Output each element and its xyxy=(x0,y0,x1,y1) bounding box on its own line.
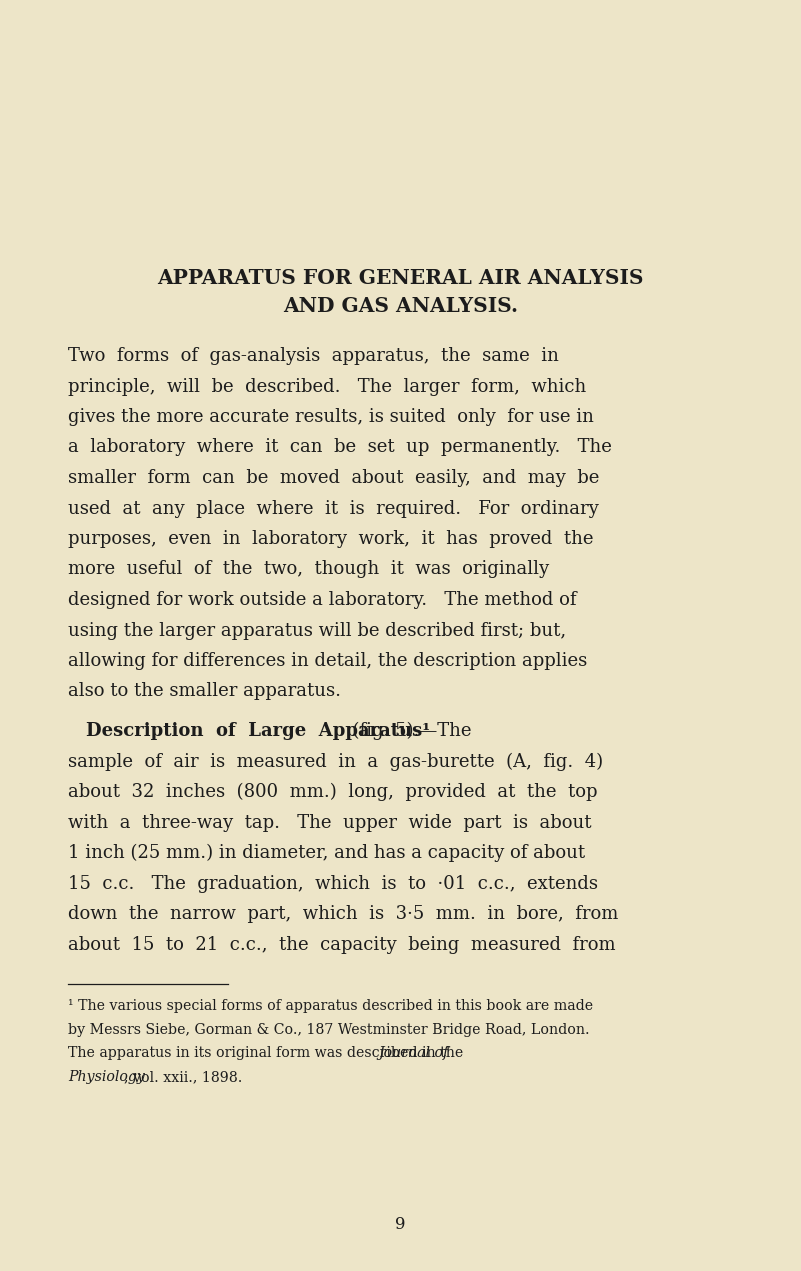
Text: purposes,  even  in  laboratory  work,  it  has  proved  the: purposes, even in laboratory work, it ha… xyxy=(68,530,594,548)
Text: a  laboratory  where  it  can  be  set  up  permanently.   The: a laboratory where it can be set up perm… xyxy=(68,438,612,456)
Text: gives the more accurate results, is suited  only  for use in: gives the more accurate results, is suit… xyxy=(68,408,594,426)
Text: also to the smaller apparatus.: also to the smaller apparatus. xyxy=(68,683,341,700)
Text: designed for work outside a laboratory.   The method of: designed for work outside a laboratory. … xyxy=(68,591,577,609)
Text: AND GAS ANALYSIS.: AND GAS ANALYSIS. xyxy=(283,296,518,316)
Text: ¹ The various special forms of apparatus described in this book are made: ¹ The various special forms of apparatus… xyxy=(68,999,593,1013)
Text: The apparatus in its original form was described in the: The apparatus in its original form was d… xyxy=(68,1046,468,1060)
Text: about  32  inches  (800  mm.)  long,  provided  at  the  top: about 32 inches (800 mm.) long, provided… xyxy=(68,783,598,802)
Text: principle,  will  be  described.   The  larger  form,  which: principle, will be described. The larger… xyxy=(68,377,586,395)
Text: with  a  three-way  tap.   The  upper  wide  part  is  about: with a three-way tap. The upper wide par… xyxy=(68,813,591,831)
Text: down  the  narrow  part,  which  is  3·5  mm.  in  bore,  from: down the narrow part, which is 3·5 mm. i… xyxy=(68,905,618,923)
Text: Description  of  Large  Apparatus¹: Description of Large Apparatus¹ xyxy=(86,722,430,740)
Text: more  useful  of  the  two,  though  it  was  originally: more useful of the two, though it was or… xyxy=(68,561,549,578)
Text: Physiology: Physiology xyxy=(68,1070,145,1084)
Text: Journal of: Journal of xyxy=(379,1046,449,1060)
Text: smaller  form  can  be  moved  about  easily,  and  may  be: smaller form can be moved about easily, … xyxy=(68,469,599,487)
Text: used  at  any  place  where  it  is  required.   For  ordinary: used at any place where it is required. … xyxy=(68,500,599,517)
Text: , vol. xxii., 1898.: , vol. xxii., 1898. xyxy=(123,1070,242,1084)
Text: Two  forms  of  gas-analysis  apparatus,  the  same  in: Two forms of gas-analysis apparatus, the… xyxy=(68,347,559,365)
Text: allowing for differences in detail, the description applies: allowing for differences in detail, the … xyxy=(68,652,587,670)
Text: (fig. 5).—The: (fig. 5).—The xyxy=(341,722,472,741)
Text: by Messrs Siebe, Gorman & Co., 187 Westminster Bridge Road, London.: by Messrs Siebe, Gorman & Co., 187 Westm… xyxy=(68,1022,590,1037)
Text: APPARATUS FOR GENERAL AIR ANALYSIS: APPARATUS FOR GENERAL AIR ANALYSIS xyxy=(157,268,644,289)
Text: using the larger apparatus will be described first; but,: using the larger apparatus will be descr… xyxy=(68,622,566,639)
Text: sample  of  air  is  measured  in  a  gas-burette  (A,  fig.  4): sample of air is measured in a gas-buret… xyxy=(68,752,603,771)
Text: 1 inch (25 mm.) in diameter, and has a capacity of about: 1 inch (25 mm.) in diameter, and has a c… xyxy=(68,844,585,863)
Text: about  15  to  21  c.c.,  the  capacity  being  measured  from: about 15 to 21 c.c., the capacity being … xyxy=(68,935,616,953)
Text: 9: 9 xyxy=(395,1216,406,1233)
Text: 15  c.c.   The  graduation,  which  is  to  ·01  c.c.,  extends: 15 c.c. The graduation, which is to ·01 … xyxy=(68,874,598,892)
